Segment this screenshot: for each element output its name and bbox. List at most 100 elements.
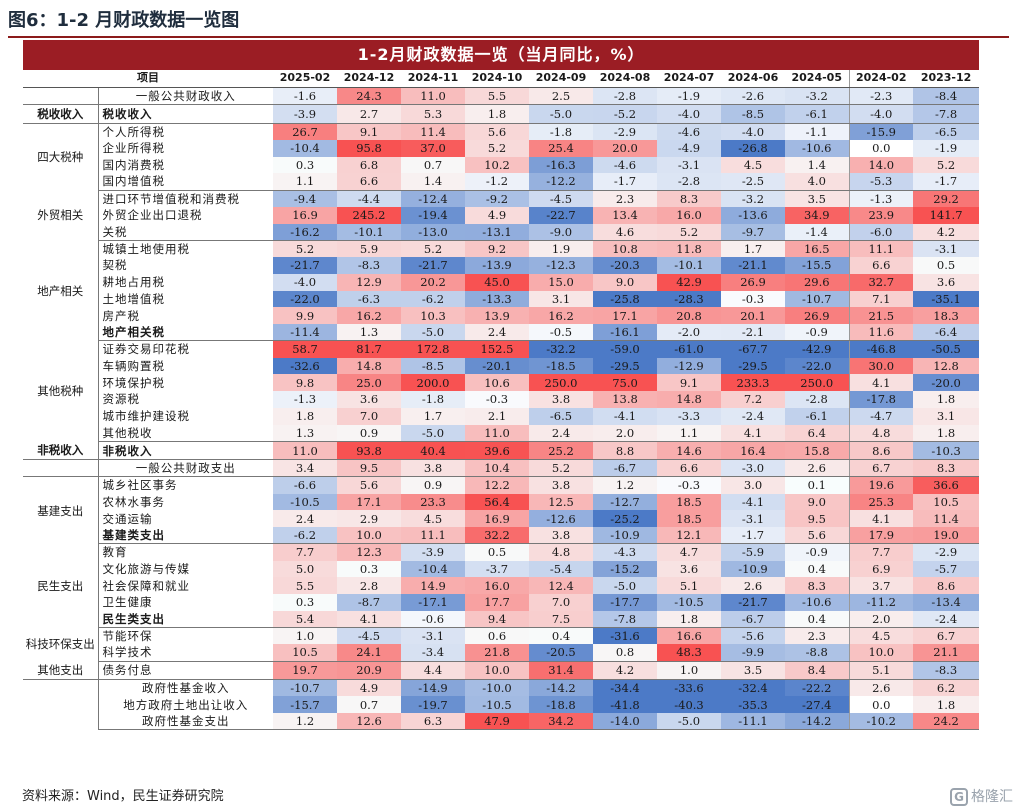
- row-item-label: 国内增值税: [98, 173, 273, 191]
- value-cell: 14.6: [657, 441, 721, 461]
- value-cell: 0.3: [337, 560, 401, 578]
- column-header-2024-07: 2024-07: [657, 70, 721, 88]
- value-cell: -2.6: [721, 87, 785, 105]
- row-item-label: 文化旅游与传媒: [102, 561, 190, 576]
- value-cell: -13.6: [721, 206, 785, 224]
- value-cell: 4.0: [785, 173, 849, 191]
- value-cell: 1.4: [785, 156, 849, 174]
- table-row: 基建类支出 -6.2 10.0 11.1 32.2 3.8 -10.9 12.1 -1.7 5.6…: [23, 527, 980, 545]
- value-cell: -6.6: [273, 476, 337, 494]
- row-group-label: 基建支出: [23, 476, 99, 544]
- value-cell: 12.3: [337, 543, 401, 561]
- table-row: 国内消费税 0.3 6.8 0.7 10.2 -16.3 -4.6 -3.1 4.5 1.4 14.…: [23, 156, 980, 174]
- value-cell: -5.3: [848, 173, 913, 191]
- column-header-row: 项目 2025-02 2024-12 2024-11 2024-10 2024-09 202…: [23, 70, 980, 88]
- value-cell: -40.3: [657, 696, 721, 713]
- value-cell: 10.2: [465, 156, 529, 174]
- row-item-label: 关税: [98, 223, 273, 241]
- value-cell: 5.1: [657, 577, 721, 594]
- row-item-label: 城市维护建设税: [102, 409, 190, 424]
- value-cell: -2.9: [593, 123, 657, 140]
- value-cell: -10.6: [785, 139, 849, 157]
- value-cell: -46.8: [848, 340, 913, 358]
- value-cell: 2.4: [529, 424, 593, 442]
- value-cell: -14.9: [401, 679, 465, 697]
- value-cell: 3.1: [913, 407, 980, 425]
- value-cell: -4.0: [848, 104, 913, 124]
- value-cell: 4.6: [593, 223, 657, 241]
- value-cell: -1.7: [721, 527, 785, 545]
- value-cell: 0.5: [465, 543, 529, 561]
- value-cell: -14.0: [593, 713, 657, 731]
- row-item-label: 一般公共财政收入: [98, 87, 273, 105]
- value-cell: -10.5: [273, 493, 337, 511]
- row-item-label: 一般公共财政支出: [98, 459, 273, 478]
- value-cell: 10.6: [465, 374, 529, 391]
- value-cell: 3.7: [848, 577, 913, 594]
- table-row: 民生支出 教育 7.7 12.3 -3.9 0.5 4.8 -4.3 4.7 -5.9 -0.9 7.…: [23, 543, 980, 628]
- value-cell: 0.7: [337, 696, 401, 713]
- value-cell: -10.1: [657, 257, 721, 274]
- value-cell: -1.2: [465, 173, 529, 191]
- value-cell: 7.7: [848, 543, 913, 561]
- value-cell: 4.2: [913, 223, 980, 241]
- value-cell: -35.3: [721, 696, 785, 713]
- value-cell: 7.7: [273, 543, 337, 561]
- value-cell: 12.4: [529, 577, 593, 594]
- value-cell: 10.8: [593, 240, 657, 257]
- value-cell: 8.3: [785, 577, 849, 594]
- value-cell: 9.1: [337, 123, 401, 140]
- value-cell: 8.3: [657, 190, 721, 207]
- value-cell: 29.2: [913, 190, 980, 207]
- value-cell: -14.2: [785, 713, 849, 731]
- value-cell: -4.1: [593, 407, 657, 425]
- value-cell: 95.8: [337, 139, 401, 157]
- value-cell: -6.1: [785, 407, 849, 425]
- table-row: 外贸相关 进口环节增值税和消费税 -9.4 -4.4 -12.4 -9.2 -4.5 2.3 8…: [23, 190, 980, 241]
- value-cell: 9.5: [337, 459, 401, 478]
- value-cell: 4.7: [657, 543, 721, 561]
- row-item-label: 城乡社区事务: [102, 478, 178, 493]
- column-header-item: 项目: [23, 70, 273, 88]
- value-cell: -6.7: [721, 610, 785, 628]
- value-cell: 15.8: [785, 441, 849, 461]
- value-cell: -5.0: [657, 713, 721, 731]
- value-cell: -13.0: [401, 223, 465, 241]
- value-cell: 5.6: [337, 476, 401, 494]
- value-cell: -10.4: [273, 139, 337, 157]
- value-cell: -0.5: [529, 324, 593, 342]
- value-cell: -19.7: [401, 696, 465, 713]
- row-item-label: 资源税: [102, 392, 140, 407]
- value-cell: 0.4: [785, 560, 849, 578]
- value-cell: 16.0: [465, 577, 529, 594]
- value-cell: 245.2: [337, 206, 401, 224]
- value-cell: 1.8: [913, 696, 980, 713]
- value-cell: 11.0: [465, 424, 529, 442]
- row-item-label: 房产税: [102, 308, 140, 323]
- value-cell: 16.0: [657, 206, 721, 224]
- value-cell: -27.4: [785, 696, 849, 713]
- row-item-label: 卫生健康: [102, 595, 153, 610]
- table-row: 契税 -21.7 -8.3 -21.7 -13.9 -12.3 -20.3 -10.1 -21.…: [23, 257, 980, 274]
- value-cell: -10.5: [465, 696, 529, 713]
- value-cell: -25.2: [593, 510, 657, 527]
- table-row: 企业所得税 -10.4 95.8 37.0 5.2 25.4 20.0 -4.9 -26.8 -1…: [23, 139, 980, 157]
- value-cell: 21.1: [913, 644, 980, 662]
- value-cell: -31.6: [593, 627, 657, 645]
- table-row: 外贸企业出口退税 16.9 245.2 -19.4 4.9 -22.7 13.4 16.0 -1…: [23, 206, 980, 224]
- value-cell: 2.6: [721, 577, 785, 594]
- value-cell: -8.3: [337, 257, 401, 274]
- value-cell: 4.9: [465, 206, 529, 224]
- value-cell: -5.2: [593, 104, 657, 124]
- value-cell: 3.4: [273, 459, 337, 478]
- value-cell: -4.0: [273, 273, 337, 291]
- value-cell: -11.2: [848, 594, 913, 611]
- value-cell: 14.0: [848, 156, 913, 174]
- value-cell: 47.9: [465, 713, 529, 731]
- value-cell: -9.0: [529, 223, 593, 241]
- row-item-label: 耕地占用税: [102, 275, 165, 290]
- value-cell: 23.9: [848, 206, 913, 224]
- value-cell: -10.6: [785, 594, 849, 611]
- value-cell: -12.6: [529, 510, 593, 527]
- value-cell: 7.2: [721, 391, 785, 408]
